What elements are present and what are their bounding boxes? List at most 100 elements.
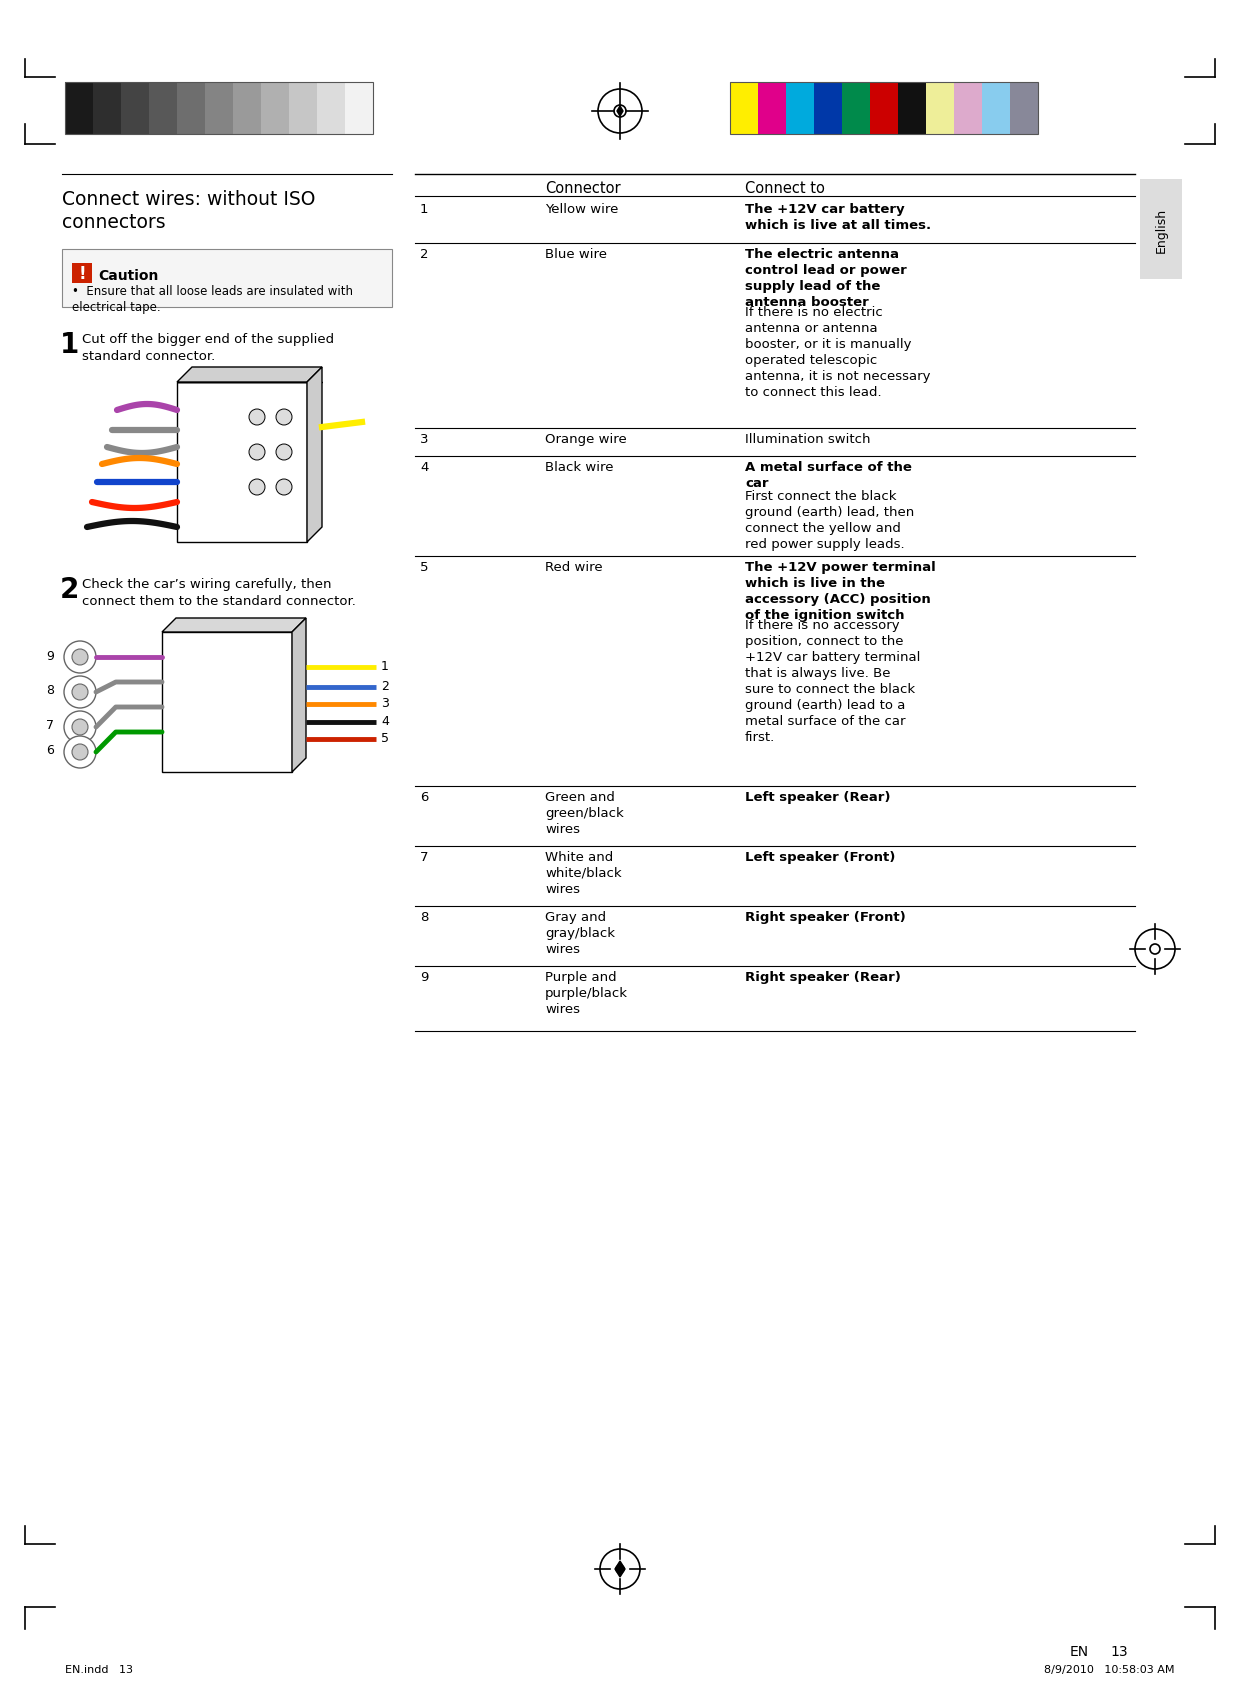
Text: Black wire: Black wire (546, 461, 614, 473)
Text: Connector: Connector (546, 181, 621, 196)
Bar (64, 83, 373, 135)
Text: 7: 7 (46, 720, 55, 731)
Text: The +12V car battery
which is live at all times.: The +12V car battery which is live at al… (745, 203, 931, 231)
Text: !: ! (78, 265, 86, 282)
Text: If there is no electric
antenna or antenna
booster, or it is manually
operated t: If there is no electric antenna or anten… (745, 306, 930, 399)
Text: 2: 2 (420, 248, 429, 260)
Bar (730, 83, 758, 135)
Bar (926, 83, 954, 135)
Polygon shape (615, 1561, 625, 1578)
Text: English: English (1154, 208, 1168, 252)
Text: If there is no accessory
position, connect to the
+12V car battery terminal
that: If there is no accessory position, conne… (745, 618, 920, 743)
Polygon shape (291, 618, 306, 772)
Text: A metal surface of the
car: A metal surface of the car (745, 461, 911, 490)
Bar (205, 83, 233, 135)
Text: Gray and
gray/black
wires: Gray and gray/black wires (546, 910, 615, 956)
Bar (93, 83, 122, 135)
Polygon shape (177, 368, 322, 383)
Text: 8/9/2010   10:58:03 AM: 8/9/2010 10:58:03 AM (1044, 1664, 1176, 1674)
Text: 5: 5 (381, 731, 389, 745)
Polygon shape (308, 368, 322, 542)
Text: 9: 9 (420, 971, 428, 983)
Text: 5: 5 (420, 561, 429, 574)
Text: 6: 6 (46, 745, 55, 757)
Text: Connect wires: without ISO
connectors: Connect wires: without ISO connectors (62, 189, 315, 233)
Text: •  Ensure that all loose leads are insulated with
electrical tape.: • Ensure that all loose leads are insula… (72, 285, 353, 314)
Circle shape (72, 745, 88, 760)
Text: Right speaker (Rear): Right speaker (Rear) (745, 971, 901, 983)
Text: 9: 9 (46, 649, 55, 662)
Bar (177, 383, 308, 542)
Circle shape (64, 736, 95, 768)
Circle shape (249, 410, 265, 426)
Bar (64, 83, 93, 135)
Text: 4: 4 (381, 714, 389, 728)
Bar (758, 83, 786, 135)
Text: 4: 4 (420, 461, 428, 473)
Bar (870, 83, 898, 135)
Circle shape (249, 444, 265, 461)
Circle shape (72, 720, 88, 736)
Text: Caution: Caution (98, 269, 159, 282)
Bar (177, 83, 205, 135)
Bar (149, 83, 177, 135)
Text: 1: 1 (420, 203, 429, 216)
Text: First connect the black
ground (earth) lead, then
connect the yellow and
red pow: First connect the black ground (earth) l… (745, 490, 914, 551)
Circle shape (64, 642, 95, 674)
Bar (1011, 83, 1038, 135)
Text: 2: 2 (60, 576, 79, 603)
Text: Green and
green/black
wires: Green and green/black wires (546, 790, 624, 836)
Bar (813, 83, 842, 135)
Text: Connect to: Connect to (745, 181, 825, 196)
Circle shape (277, 444, 291, 461)
Bar (72, 263, 92, 284)
Text: The +12V power terminal
which is live in the
accessory (ACC) position
of the ign: The +12V power terminal which is live in… (745, 561, 936, 622)
Bar (730, 83, 1038, 135)
Circle shape (72, 650, 88, 665)
Bar (1140, 181, 1182, 280)
Text: 6: 6 (420, 790, 428, 804)
Text: Red wire: Red wire (546, 561, 603, 574)
Circle shape (72, 684, 88, 701)
Bar (954, 83, 982, 135)
Bar (786, 83, 813, 135)
Text: 2: 2 (381, 681, 389, 692)
Text: Left speaker (Rear): Left speaker (Rear) (745, 790, 890, 804)
Circle shape (64, 677, 95, 709)
Bar (345, 83, 373, 135)
Text: 3: 3 (420, 432, 429, 446)
Text: EN: EN (1070, 1643, 1089, 1659)
Bar (260, 83, 289, 135)
Bar (317, 83, 345, 135)
Text: EN.indd   13: EN.indd 13 (64, 1664, 133, 1674)
Text: Right speaker (Front): Right speaker (Front) (745, 910, 905, 924)
Text: Cut off the bigger end of the supplied
standard connector.: Cut off the bigger end of the supplied s… (82, 333, 334, 363)
Polygon shape (618, 106, 622, 117)
Bar (122, 83, 149, 135)
Text: 7: 7 (420, 851, 429, 863)
Bar (62, 250, 392, 307)
Text: 1: 1 (381, 660, 389, 674)
Text: 8: 8 (420, 910, 428, 924)
Text: Check the car’s wiring carefully, then
connect them to the standard connector.: Check the car’s wiring carefully, then c… (82, 578, 356, 608)
Bar (982, 83, 1011, 135)
Text: 1: 1 (60, 331, 79, 358)
Circle shape (249, 480, 265, 495)
Text: The electric antenna
control lead or power
supply lead of the
antenna booster: The electric antenna control lead or pow… (745, 248, 906, 309)
Text: 8: 8 (46, 684, 55, 698)
Text: Illumination switch: Illumination switch (745, 432, 870, 446)
Text: Blue wire: Blue wire (546, 248, 608, 260)
Circle shape (277, 480, 291, 495)
Circle shape (64, 711, 95, 743)
Text: Purple and
purple/black
wires: Purple and purple/black wires (546, 971, 627, 1015)
Text: 3: 3 (381, 698, 389, 709)
Bar (898, 83, 926, 135)
Bar (289, 83, 317, 135)
Text: Left speaker (Front): Left speaker (Front) (745, 851, 895, 863)
Text: Yellow wire: Yellow wire (546, 203, 619, 216)
Text: Orange wire: Orange wire (546, 432, 626, 446)
Bar (162, 633, 291, 772)
Bar (842, 83, 870, 135)
Circle shape (277, 410, 291, 426)
Bar (233, 83, 260, 135)
